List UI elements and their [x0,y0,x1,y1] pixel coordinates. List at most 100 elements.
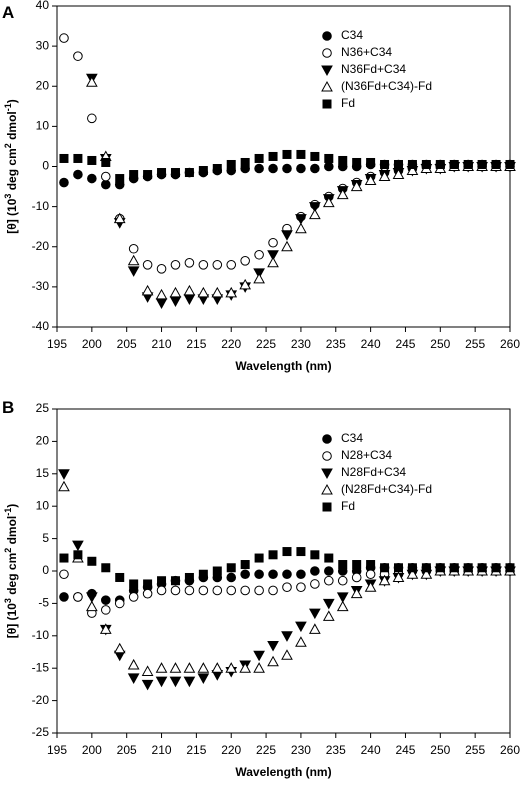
y-tick-label: 20 [36,78,50,92]
marker [267,655,279,667]
marker [73,592,83,602]
marker [170,585,181,596]
x-tick-label: 240 [361,337,381,351]
y-tick-label: 30 [36,38,50,52]
marker [366,157,376,167]
marker [127,673,140,684]
x-tick-label: 205 [117,743,137,757]
marker [406,568,419,579]
marker [254,553,264,563]
marker [392,168,405,180]
marker [169,662,182,673]
x-tick-label: 250 [430,743,450,757]
marker [73,550,83,560]
marker [99,623,112,634]
marker [155,676,168,688]
marker [197,286,210,298]
marker [324,566,334,576]
x-tick-label: 260 [500,743,520,757]
legend-marker [322,48,332,58]
x-tick-label: 195 [47,743,67,757]
marker [505,563,515,573]
marker [129,579,139,589]
legend-label: (N28Fd+C34)-Fd [341,482,432,496]
marker [100,605,111,615]
marker [127,658,140,670]
marker [101,563,111,573]
marker [59,33,69,43]
marker [463,563,473,573]
marker [170,260,181,270]
marker [212,585,223,596]
marker [211,662,224,673]
marker [87,556,97,566]
marker [183,676,196,688]
marker [239,278,252,290]
x-tick-label: 210 [152,743,172,757]
marker [141,679,154,691]
y-tick-label: 15 [36,466,50,480]
panel-label: A [2,3,14,22]
y-axis-label-part: dmol [5,516,19,548]
y-tick-label: 10 [36,498,50,512]
marker [310,579,320,589]
marker [449,563,459,573]
legend-label: N36Fd+C34 [341,62,406,76]
marker [198,260,209,270]
marker [212,164,222,174]
x-tick-label: 255 [465,743,485,757]
marker [309,623,321,634]
marker [113,212,126,224]
x-tick-label: 220 [221,337,241,351]
y-axis-label-part: [θ] (10 [5,603,19,638]
x-axis-label: Wavelength (nm) [235,359,331,373]
marker [142,588,153,599]
marker [127,266,140,277]
marker [170,576,180,586]
marker [295,621,307,633]
y-axis-label-part: 2 [3,143,13,148]
y-tick-label: 40 [36,0,50,12]
marker [101,157,111,167]
marker [336,600,349,612]
marker [407,159,417,169]
marker [295,222,307,234]
marker [268,151,278,161]
marker [310,163,320,174]
marker [491,563,501,573]
marker [211,286,224,298]
marker [198,585,209,596]
legend-marker [322,31,332,41]
y-tick-label: 0 [42,563,49,577]
legend-label: N36+C34 [341,45,392,59]
x-tick-label: 240 [361,743,381,757]
marker [281,631,293,642]
marker [184,572,194,582]
legend-marker [322,451,332,461]
marker [310,566,320,576]
marker [268,163,278,174]
marker [155,288,168,300]
marker [364,174,377,186]
y-axis-label: [θ] (103 deg cm2 dmol-1) [3,504,19,639]
marker [296,569,306,580]
legend-label: C34 [341,28,363,42]
marker [143,170,153,180]
marker [406,164,419,176]
y-tick-label: 10 [36,119,50,133]
marker [87,155,97,165]
marker [282,163,292,174]
marker [435,159,445,169]
x-tick-label: 255 [465,337,485,351]
legend-marker [321,468,333,480]
marker [253,650,265,662]
marker [114,598,125,609]
marker [183,662,196,673]
marker [336,592,349,603]
marker [59,153,69,163]
marker [254,569,264,580]
marker [184,258,195,268]
x-axis-label: Wavelength (nm) [235,765,331,779]
marker [338,560,348,570]
marker [212,566,222,576]
